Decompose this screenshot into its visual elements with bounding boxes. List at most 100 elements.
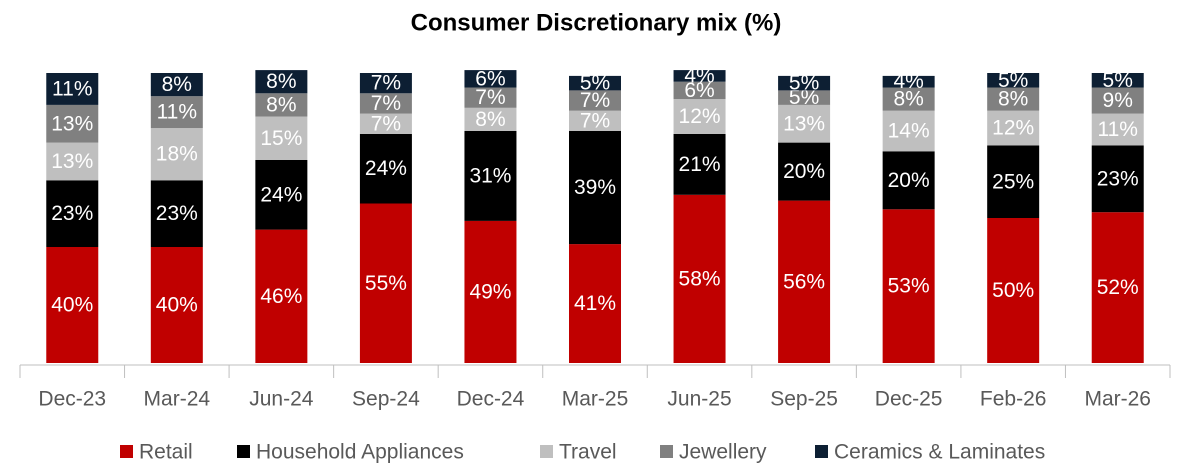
bar-segment [673, 99, 726, 134]
legend-swatch [660, 445, 673, 458]
bar-segment [1091, 113, 1144, 146]
bar-segment [987, 218, 1040, 363]
data-label: 24% [365, 157, 407, 180]
bar-segment [46, 180, 99, 247]
bar-segment [255, 93, 308, 117]
bar-segment [359, 113, 412, 134]
bar-segment [778, 200, 831, 363]
bar-segment [46, 247, 99, 363]
data-label: 11% [1097, 118, 1137, 141]
legend-label: Travel [559, 441, 617, 464]
bar-segment [150, 247, 203, 363]
bar-segment [1091, 145, 1144, 213]
bar-segment [987, 73, 1040, 88]
legend-label: Ceramics & Laminates [834, 441, 1045, 464]
data-label: 53% [888, 275, 930, 298]
data-label: 40% [51, 294, 93, 317]
data-label: 52% [1097, 276, 1139, 299]
bar-segment [359, 73, 412, 94]
x-tick-label: Dec-25 [875, 388, 943, 411]
bar-segment [464, 70, 517, 88]
bar-segment [673, 81, 726, 100]
bar-segment [987, 145, 1040, 218]
data-label: 11% [157, 101, 197, 124]
data-label: 7% [371, 92, 401, 115]
data-label: 12% [679, 105, 721, 128]
data-label: 8% [998, 88, 1028, 111]
bar-segment [46, 142, 99, 181]
data-label: 39% [574, 176, 616, 199]
data-label: 56% [783, 270, 825, 293]
data-label: 8% [266, 70, 296, 93]
data-label: 21% [679, 153, 721, 176]
data-label: 14% [888, 120, 930, 143]
legend-swatch [237, 445, 250, 458]
bar-segment [882, 110, 935, 152]
bar-segment [778, 75, 831, 91]
legend-label: Retail [139, 441, 193, 464]
bar-segment [1091, 87, 1144, 114]
data-label: 13% [783, 112, 825, 135]
data-label: 12% [992, 117, 1034, 140]
chart-title: Consumer Discretionary mix (%) [411, 9, 782, 36]
legend-swatch [120, 445, 133, 458]
bar-segment [778, 90, 831, 105]
data-label: 8% [266, 93, 296, 116]
bar-segment [255, 70, 308, 94]
data-label: 25% [992, 170, 1034, 193]
data-label: 23% [1097, 167, 1139, 190]
data-label: 20% [783, 160, 825, 183]
bar-segment [673, 133, 726, 195]
data-label: 46% [260, 285, 302, 308]
legend-swatch [815, 445, 828, 458]
data-label: 18% [156, 143, 198, 166]
bar-segment [150, 96, 203, 129]
bar-segment [359, 93, 412, 114]
data-label: 4% [684, 64, 714, 87]
data-label: 7% [371, 112, 401, 135]
bar-segment [778, 142, 831, 201]
data-label: 13% [51, 112, 93, 135]
data-label: 5% [789, 72, 819, 95]
bar-segment [882, 151, 935, 210]
data-label: 55% [365, 272, 407, 295]
legend-label: Jewellery [679, 441, 767, 464]
x-tick-label: Jun-25 [667, 388, 731, 411]
bar-segment [882, 75, 935, 88]
data-label: 31% [469, 164, 511, 187]
bar-segment [150, 73, 203, 97]
data-label: 4% [893, 70, 923, 93]
x-tick-label: Dec-23 [38, 388, 106, 411]
data-label: 8% [162, 73, 192, 96]
data-label: 50% [992, 279, 1034, 302]
bar-segment [46, 73, 99, 105]
data-label: 5% [1103, 69, 1133, 92]
data-label: 23% [51, 202, 93, 225]
data-label: 40% [156, 294, 198, 317]
bar-segment [569, 75, 621, 91]
x-tick-label: Mar-26 [1084, 388, 1151, 411]
bar-segment [255, 229, 308, 363]
bar-segment [882, 87, 935, 111]
bar-segment [1091, 73, 1144, 88]
data-label: 41% [574, 292, 616, 315]
bar-segment [569, 90, 621, 111]
data-label: 24% [260, 183, 302, 206]
bar-segment [569, 244, 621, 363]
data-label: 13% [51, 150, 93, 173]
data-label: 49% [469, 280, 511, 303]
bar-segment [673, 70, 726, 82]
data-label: 5% [789, 86, 819, 109]
x-tick-label: Jun-24 [249, 388, 314, 411]
data-label: 5% [998, 69, 1028, 92]
bar-segment [464, 107, 517, 131]
legend-swatch [540, 445, 553, 458]
data-label: 7% [580, 109, 610, 132]
bar-segment [569, 131, 621, 245]
bar-segment [464, 220, 517, 363]
bar-segment [987, 87, 1040, 111]
data-label: 23% [156, 202, 198, 225]
bar-segment [150, 180, 203, 247]
x-tick-label: Dec-24 [457, 388, 525, 411]
